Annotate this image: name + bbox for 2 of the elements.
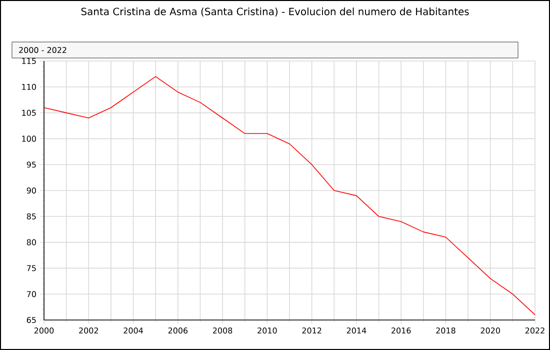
line-series (44, 76, 536, 316)
chart-title: Santa Cristina de Asma (Santa Cristina) - Evolucion del numero de Habitantes (81, 8, 469, 16)
